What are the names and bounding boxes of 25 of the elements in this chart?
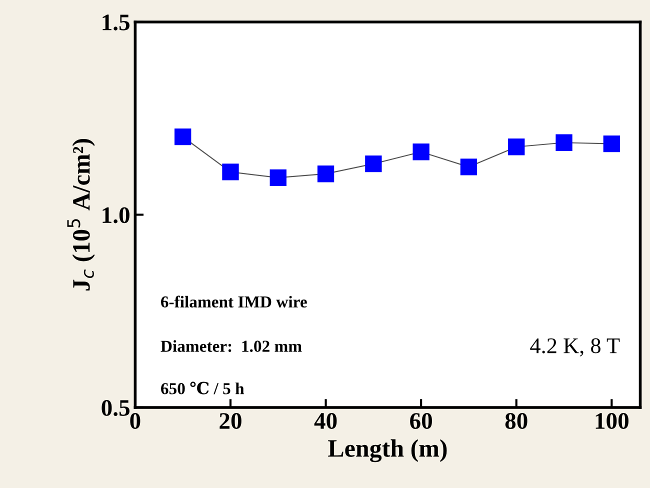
x-tick-label: 60 — [410, 413, 432, 429]
y-tick-label: 1.0 — [102, 207, 130, 224]
point — [317, 166, 334, 182]
x-axis-title: Length (m) — [328, 439, 447, 462]
point — [460, 158, 478, 176]
point — [365, 156, 382, 172]
x-tick-label: 100 — [596, 413, 628, 429]
x-tick-label: 0 — [130, 413, 140, 429]
point — [508, 138, 525, 156]
point — [412, 144, 430, 160]
point — [556, 134, 572, 151]
point — [603, 135, 620, 152]
y-tick-label: 0.5 — [102, 400, 130, 416]
x-tick-label: 40 — [314, 413, 337, 429]
annotation: 4.2 K, 8 T — [530, 338, 620, 356]
x-tick-label: 20 — [220, 413, 242, 429]
y-tick-label: 1.5 — [102, 14, 130, 30]
annotation: Diameter: 1.02 mm — [160, 340, 302, 352]
point — [222, 164, 239, 180]
annotation: 6-filament IMD wire — [161, 296, 307, 308]
point — [174, 128, 192, 146]
annotation: 650 ℃ / 5 h — [161, 382, 244, 394]
point — [270, 169, 286, 186]
y-axis-title: J$_{c}$ (10$^{5}$ A/cm²) — [67, 139, 95, 290]
x-tick-label: 80 — [505, 413, 528, 429]
